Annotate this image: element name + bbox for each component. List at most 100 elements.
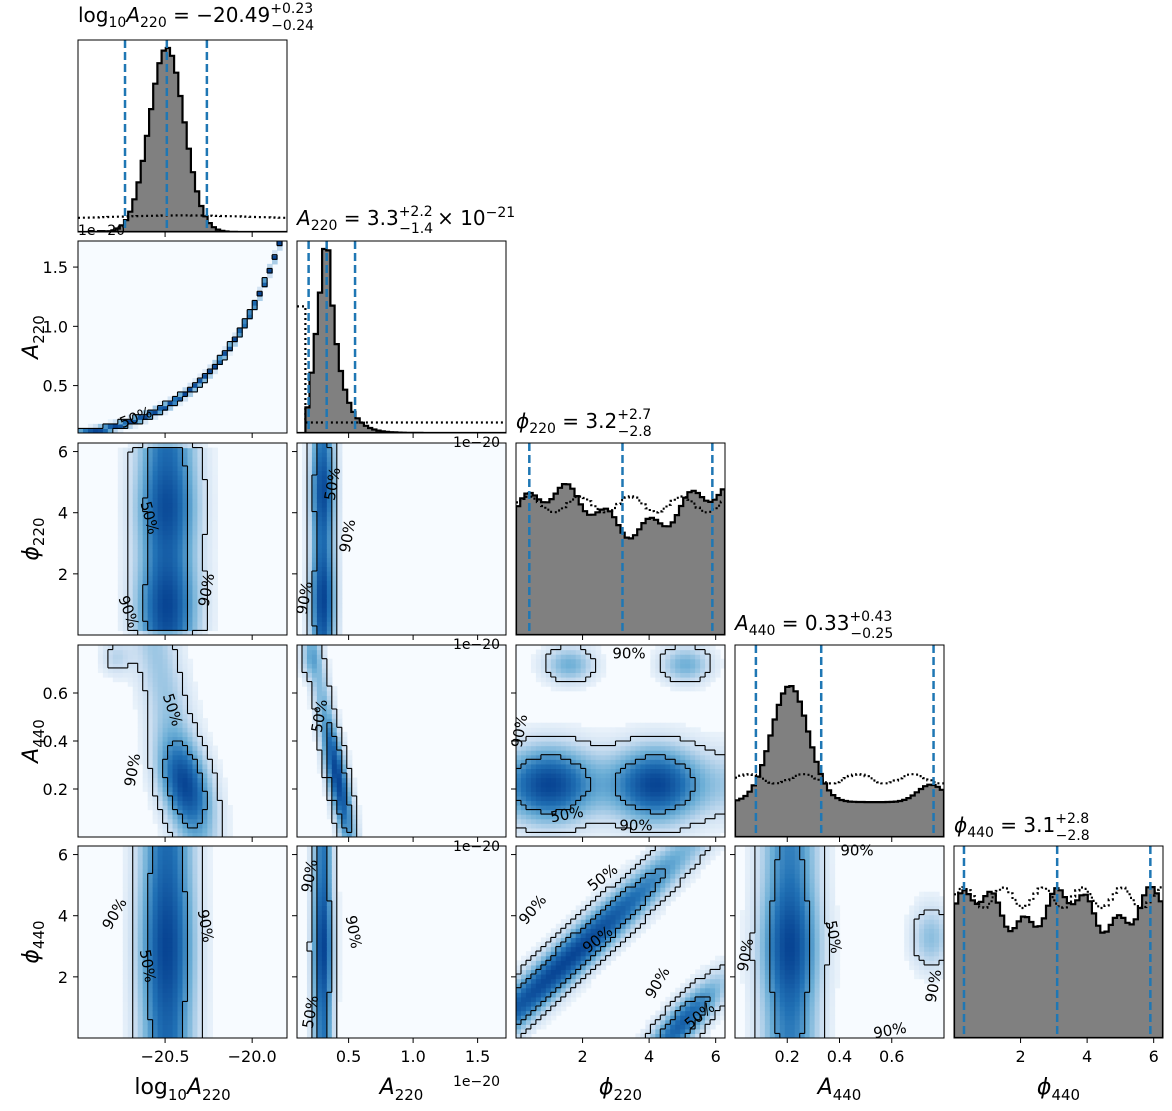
density-cell [207,978,213,984]
density-cell [321,539,328,545]
density-cell [665,773,671,779]
density-cell [122,456,129,462]
density-cell [202,887,208,893]
density-cell [132,923,139,929]
density-cell [192,382,199,388]
density-cell [655,814,661,820]
density-cell [580,919,587,925]
density-cell [326,919,333,925]
density-cell [142,896,149,902]
density-cell [152,539,159,545]
density-cell [595,827,602,834]
density-cell [620,905,627,911]
density-cell [172,630,179,635]
density-cell [680,654,686,660]
density-cell [670,677,676,683]
density-cell [152,722,159,728]
density-cell [212,827,218,834]
density-cell [550,663,557,669]
density-cell [336,470,343,476]
density-cell [157,516,164,522]
density-cell [321,1006,328,1012]
density-cell [580,686,587,692]
density-cell [207,795,213,802]
density-cell [645,763,651,770]
density-cell [615,750,622,756]
density-cell [326,561,333,568]
density-cell [331,827,338,834]
density-cell [162,552,169,558]
density-cell [625,736,632,742]
density-cell [331,493,338,499]
density-cell [212,548,218,554]
density-cell [316,900,323,907]
density-cell [316,873,323,879]
density-cell [157,401,164,407]
density-cell [162,465,169,472]
density-cell [147,667,154,674]
density-cell [331,942,338,948]
density-cell [590,731,597,738]
density-cell [217,782,223,788]
density-cell [152,410,159,416]
density-cell [157,978,164,984]
density-cell [336,443,343,449]
density-cell [535,969,542,975]
density-cell [167,937,174,943]
density-cell [192,470,199,476]
density-cell [157,832,164,837]
density-cell [326,727,333,733]
density-cell [162,814,169,820]
density-cell [620,900,627,907]
density-cell [560,951,567,957]
density-cell [142,479,149,485]
density-cell [595,773,602,779]
density-cell [162,868,169,875]
density-cell [630,768,637,774]
density-cell [187,928,194,934]
density-cell [137,548,144,554]
density-cell [192,905,199,911]
density-cell [326,603,333,609]
density-cell [197,773,204,779]
density-cell [555,992,562,998]
density-cell [122,937,129,943]
density-cell [316,470,323,476]
density-cell [710,795,716,802]
density-cell [306,488,313,494]
density-cell [695,800,701,806]
density-cell [142,759,149,765]
density-cell [605,754,612,760]
density-cell [316,607,323,613]
density-cell [157,452,164,458]
density-cell [122,969,129,975]
density-cell [580,645,587,651]
density-cell [207,946,213,952]
density-cell [172,713,179,719]
density-cell [610,900,617,907]
density-cell [700,681,706,687]
density-cell [311,461,318,467]
density-cell [316,709,323,715]
density-cell [127,878,134,884]
density-cell [177,987,184,993]
density-cell [162,607,169,613]
density-cell [321,447,328,453]
density-cell [311,1010,318,1016]
density-cell [172,942,179,948]
density-cell [341,736,348,742]
density-cell [580,649,587,655]
density-cell [615,823,622,829]
density-cell [172,401,179,407]
density-cell [331,987,338,993]
density-cell [311,580,318,586]
density-cell [680,773,686,779]
density-cell [182,745,189,751]
density-cell [127,525,134,531]
density-cell [142,1010,149,1016]
density-cell [331,900,338,907]
density-cell [162,456,169,462]
density-cell [590,672,597,678]
density-cell [152,475,159,481]
density-cell [326,658,333,664]
